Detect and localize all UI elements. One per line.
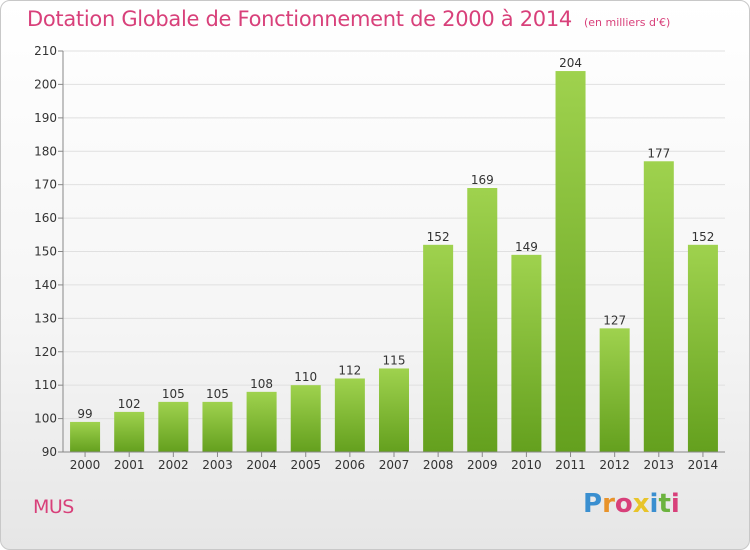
- data-label-2007: 115: [383, 353, 406, 367]
- logo-letter: o: [614, 489, 633, 519]
- logo-letter: x: [632, 489, 650, 519]
- y-tick-label: 140: [34, 278, 57, 292]
- y-tick-label: 190: [34, 111, 57, 125]
- data-label-2003: 105: [206, 387, 229, 401]
- x-tick-label-2000: 2000: [70, 458, 101, 472]
- data-label-2004: 108: [250, 377, 273, 391]
- x-tick-label-2009: 2009: [467, 458, 498, 472]
- bars: 99 102 105 105 108 110 112 115 152 169 149 204 127 17…: [70, 56, 718, 453]
- y-tick-label: 120: [34, 345, 57, 359]
- axes: 90 100 110 120 130 140 150 160 170 180 190 200 210 20…: [34, 44, 725, 472]
- data-label-2001: 102: [118, 397, 141, 411]
- x-tick-label-2003: 2003: [202, 458, 233, 472]
- y-tick-label: 100: [34, 412, 57, 426]
- data-label-2011: 204: [559, 56, 582, 70]
- data-label-2000: 99: [77, 407, 92, 421]
- data-label-2010: 149: [515, 240, 538, 254]
- logo-letter: i: [670, 489, 680, 519]
- commune-name: MUS: [33, 496, 74, 518]
- bar-2003: [202, 401, 233, 452]
- y-tick-label: 200: [34, 77, 57, 91]
- y-tick-label: 160: [34, 211, 57, 225]
- data-label-2005: 110: [294, 370, 317, 384]
- bar-2012: [599, 328, 630, 452]
- bar-2000: [70, 421, 101, 452]
- logo-letter: r: [602, 489, 615, 519]
- y-tick-label: 180: [34, 144, 57, 158]
- x-tick-label-2001: 2001: [114, 458, 145, 472]
- data-label-2013: 177: [647, 146, 670, 160]
- data-label-2008: 152: [427, 230, 450, 244]
- x-tick-label-2002: 2002: [158, 458, 189, 472]
- data-label-2009: 169: [471, 173, 494, 187]
- bar-2013: [643, 161, 674, 452]
- y-tick-label: 90: [42, 445, 57, 459]
- x-tick-label-2010: 2010: [511, 458, 542, 472]
- y-tick-label: 110: [34, 378, 57, 392]
- bar-2001: [114, 411, 145, 452]
- x-tick-label-2011: 2011: [555, 458, 586, 472]
- bar-2014: [687, 244, 718, 452]
- x-tick-label-2008: 2008: [423, 458, 454, 472]
- title-text: Dotation Globale de Fonctionnement de 20…: [27, 7, 572, 31]
- bar-2004: [246, 391, 277, 452]
- bar-2007: [378, 368, 410, 452]
- data-label-2014: 152: [691, 230, 714, 244]
- x-tick-label-2012: 2012: [599, 458, 630, 472]
- bar-2002: [158, 401, 189, 452]
- logo-letter: i: [649, 489, 659, 519]
- unit-note: (en milliers d'€): [583, 16, 671, 29]
- logo-letter: P: [583, 489, 603, 519]
- logo-letter: t: [658, 489, 671, 519]
- x-tick-label-2007: 2007: [379, 458, 410, 472]
- bar-2009: [467, 188, 498, 452]
- bar-2011: [555, 71, 586, 453]
- data-label-2012: 127: [603, 313, 626, 327]
- y-tick-label: 130: [34, 311, 57, 325]
- chart-title: Dotation Globale de Fonctionnement de 20…: [27, 7, 670, 31]
- data-label-2002: 105: [162, 387, 185, 401]
- x-tick-label-2004: 2004: [246, 458, 277, 472]
- x-tick-label-2013: 2013: [644, 458, 675, 472]
- bar-2005: [290, 385, 321, 452]
- proxiti-logo: Proxiti: [583, 489, 680, 519]
- bar-2006: [334, 378, 365, 452]
- y-tick-label: 170: [34, 178, 57, 192]
- y-tick-label: 150: [34, 245, 57, 259]
- bar-2008: [423, 244, 454, 452]
- x-tick-label-2005: 2005: [290, 458, 321, 472]
- y-tick-label: 210: [34, 44, 57, 58]
- x-tick-label-2014: 2014: [688, 458, 719, 472]
- data-label-2006: 112: [338, 363, 361, 377]
- x-tick-label-2006: 2006: [335, 458, 366, 472]
- bar-2010: [511, 254, 542, 452]
